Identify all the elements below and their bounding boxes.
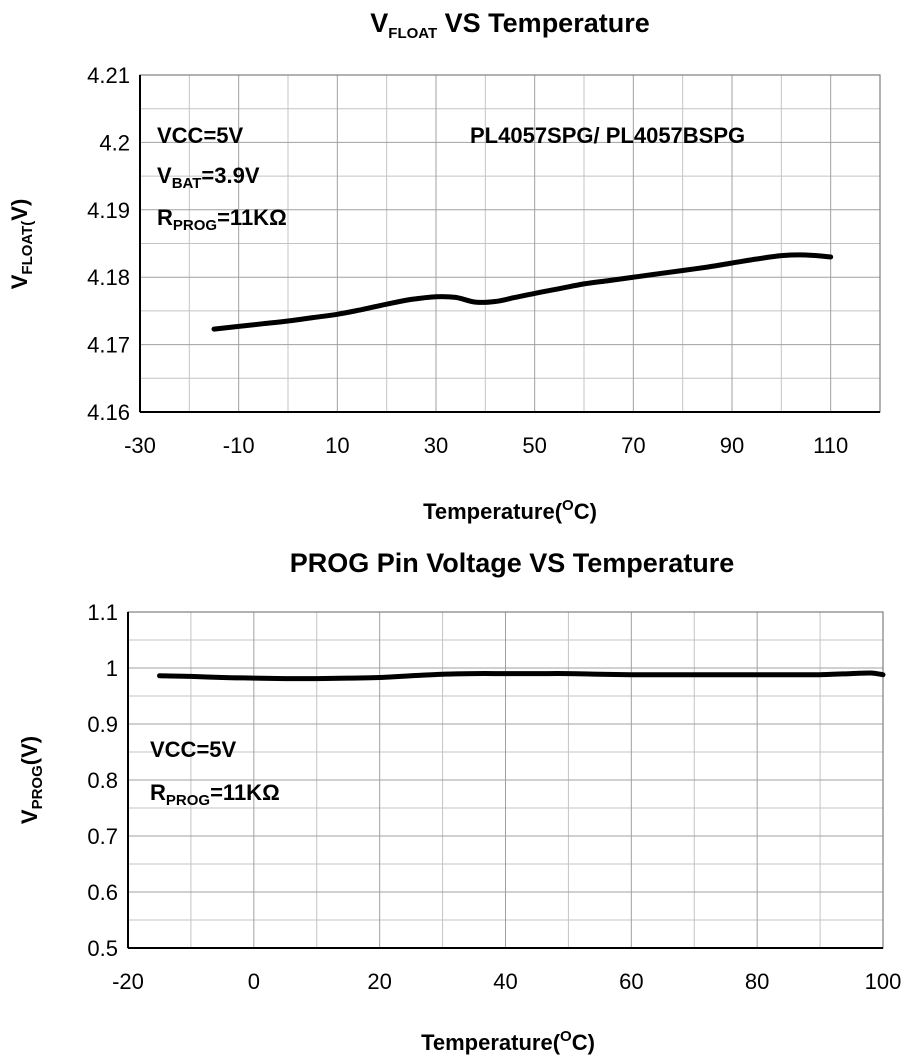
- xlabel-pre: Temperature(: [423, 499, 563, 524]
- rprog-rest: =11KΩ: [217, 205, 287, 230]
- x-tick-labels: -20 0 20 40 60 80 100: [112, 969, 901, 994]
- y-tick-label: 4.2: [99, 130, 130, 155]
- y-tick-label: 0.6: [87, 880, 118, 905]
- series-line: [211, 252, 834, 332]
- y-tick-labels: 4.16 4.17 4.18 4.19 4.2 4.21: [87, 63, 130, 425]
- xlabel-post: C): [574, 499, 597, 524]
- series-group: [211, 252, 834, 332]
- y-tick-label: 0.9: [87, 712, 118, 737]
- chart-vprog: PROG Pin Voltage VS Temperature 0.50.60.…: [17, 548, 901, 1055]
- ylabel-rest: (V): [17, 736, 42, 765]
- x-tick-label: 30: [424, 433, 448, 458]
- y-tick-label: 4.21: [87, 63, 130, 88]
- annotation-part-number: PL4057SPG/ PL4057BSPG: [470, 123, 745, 148]
- annotation-rprog: RPROG=11KΩ: [157, 205, 287, 234]
- series-group: [157, 670, 886, 682]
- x-axis-title: Temperature(OC): [423, 497, 597, 524]
- xlabel-pre: Temperature(: [421, 1030, 561, 1055]
- x-tick-label: 50: [522, 433, 546, 458]
- x-axis-title: Temperature(OC): [421, 1028, 595, 1055]
- rprog-main: R: [150, 780, 166, 805]
- grid: [139, 74, 881, 413]
- title-main: V: [370, 8, 388, 38]
- x-tick-label: 10: [325, 433, 349, 458]
- title-rest: VS Temperature: [437, 8, 650, 38]
- y-tick-label: 1: [106, 656, 118, 681]
- rprog-sub: PROG: [166, 792, 210, 809]
- y-tick-label: 4.19: [87, 198, 130, 223]
- y-axis-title: VFLOAT(V): [7, 199, 36, 290]
- title-sub: FLOAT: [388, 25, 437, 42]
- series-line: [157, 670, 886, 682]
- y-tick-label: 4.16: [87, 400, 130, 425]
- ylabel-sub: PROG: [29, 765, 46, 809]
- ylabel-main: V: [7, 274, 32, 289]
- x-tick-label: 100: [865, 969, 902, 994]
- vbat-main: V: [157, 163, 172, 188]
- x-tick-label: 110: [813, 433, 848, 458]
- rprog-rest: =11KΩ: [210, 780, 280, 805]
- y-tick-labels: 0.5 0.6 0.7 0.8 0.9 1 1.1: [87, 600, 118, 961]
- annotation-vcc: VCC=5V: [150, 737, 237, 762]
- grid: [127, 611, 884, 949]
- xlabel-post: C): [572, 1030, 595, 1055]
- y-axis-title: VPROG(V): [17, 736, 46, 824]
- y-tick-label: 0.5: [87, 936, 118, 961]
- ylabel-sub: FLOAT(: [19, 221, 36, 275]
- y-tick-label: 4.18: [87, 265, 130, 290]
- annotation-rprog: RPROG=11KΩ: [150, 780, 280, 809]
- rprog-main: R: [157, 205, 173, 230]
- y-tick-label: 1.1: [87, 600, 118, 625]
- x-tick-label: 20: [367, 969, 391, 994]
- x-tick-label: 70: [621, 433, 645, 458]
- annotation-vbat: VBAT=3.9V: [157, 163, 260, 192]
- xlabel-degree: O: [562, 497, 574, 514]
- x-tick-label: 60: [619, 969, 643, 994]
- vbat-rest: =3.9V: [201, 163, 259, 188]
- xlabel-degree: O: [560, 1028, 572, 1045]
- x-tick-label: 40: [493, 969, 517, 994]
- x-tick-label: -10: [223, 433, 255, 458]
- annotation-vcc: VCC=5V: [157, 123, 244, 148]
- vbat-sub: BAT: [172, 175, 202, 192]
- x-tick-label: 80: [745, 969, 769, 994]
- x-tick-label: 90: [720, 433, 744, 458]
- rprog-sub: PROG: [173, 217, 217, 234]
- y-tick-label: 0.7: [87, 824, 118, 849]
- x-tick-label: 0: [248, 969, 260, 994]
- chart-title: VFLOAT VS Temperature: [370, 8, 649, 42]
- y-tick-label: 0.8: [87, 768, 118, 793]
- x-tick-label: -20: [112, 969, 144, 994]
- chart-title: PROG Pin Voltage VS Temperature: [290, 548, 735, 578]
- x-tick-labels: -30 -10 10 30 50 70 90 110: [124, 433, 848, 458]
- x-tick-label: -30: [124, 433, 156, 458]
- ylabel-main: V: [17, 809, 42, 824]
- y-tick-label: 4.17: [87, 333, 130, 358]
- ylabel-rest: V): [7, 199, 32, 221]
- chart-vfloat: VFLOAT VS Temperature 4.164.174.184.194.…: [7, 8, 881, 524]
